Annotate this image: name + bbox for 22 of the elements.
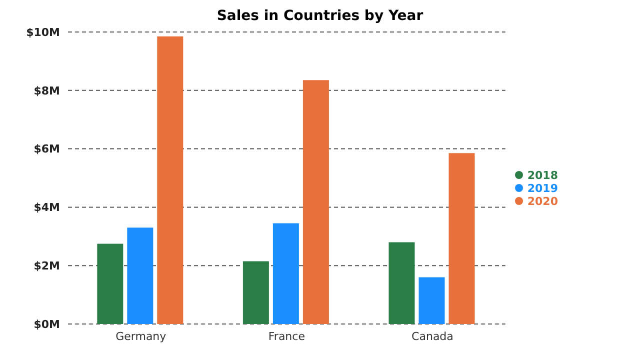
x-tick-label: Germany: [116, 330, 167, 343]
x-tick-label: Canada: [412, 330, 454, 343]
bar: [157, 36, 184, 324]
bar: [272, 223, 299, 324]
y-tick-label: $2M: [34, 260, 60, 273]
legend-label: 2019: [527, 182, 558, 194]
bar: [388, 242, 415, 324]
x-tick-label: France: [268, 330, 306, 343]
chart-title: Sales in Countries by Year: [216, 8, 424, 24]
bar: [242, 261, 269, 324]
bar: [418, 277, 445, 324]
legend-label: 2020: [527, 194, 558, 208]
y-tick-label: $0M: [34, 318, 60, 331]
y-tick-label: $10M: [26, 26, 60, 39]
bar: [302, 80, 329, 324]
bar: [448, 153, 475, 324]
bar: [127, 228, 154, 324]
legend-label: 2018: [527, 168, 558, 182]
y-tick-label: $8M: [34, 84, 60, 98]
y-tick-label: $4M: [34, 201, 60, 214]
bar: [97, 244, 124, 324]
y-tick-label: $6M: [34, 142, 60, 156]
